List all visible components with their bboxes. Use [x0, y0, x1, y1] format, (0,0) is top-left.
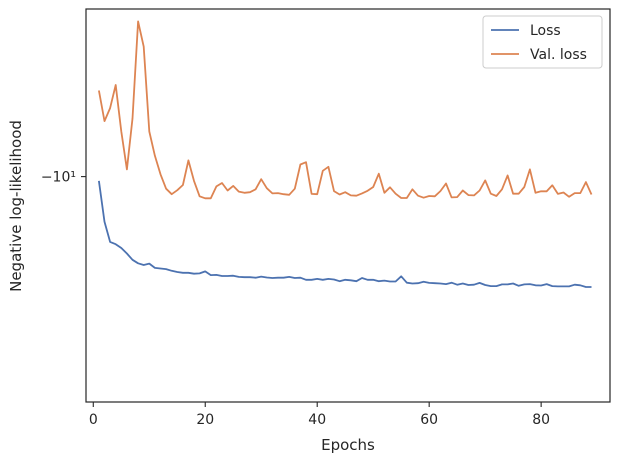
y-axis: −10¹: [41, 170, 86, 186]
series-line-val-loss: [98, 20, 593, 200]
x-tick-label: 0: [89, 412, 98, 428]
x-tick-label: 40: [308, 412, 326, 428]
plot-frame: [85, 8, 611, 403]
y-axis-label: Negative log-likelihood: [7, 120, 25, 292]
x-axis-label: Epochs: [321, 436, 375, 454]
series-line-loss: [98, 180, 592, 288]
legend: Loss Val. loss: [482, 15, 603, 69]
x-axis: 0 20 40 60 80: [89, 402, 550, 428]
legend-label: Loss: [530, 23, 561, 39]
legend-box: [482, 15, 603, 69]
x-tick-label: 80: [532, 412, 550, 428]
y-tick-label: −10¹: [41, 170, 76, 186]
x-tick-label: 60: [420, 412, 438, 428]
x-tick-label: 20: [196, 412, 214, 428]
legend-label: Val. loss: [530, 47, 587, 63]
plot-lines: [98, 20, 593, 288]
